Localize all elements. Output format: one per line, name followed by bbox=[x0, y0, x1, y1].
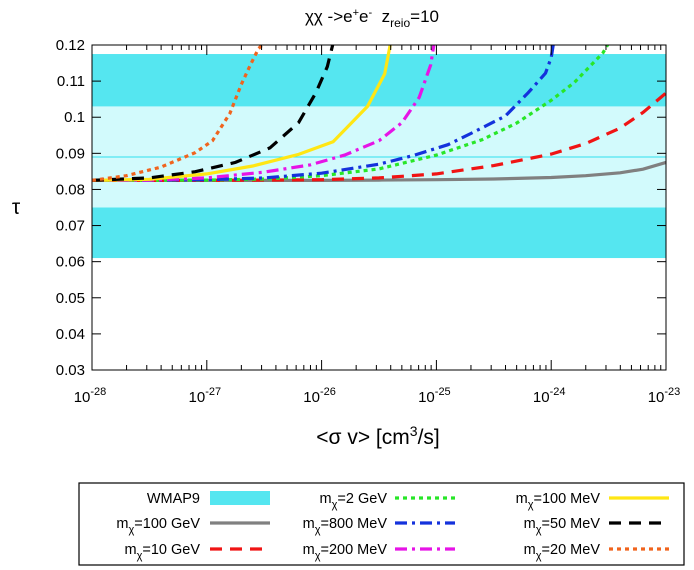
x-tick-label: 10-24 bbox=[533, 386, 566, 406]
plot-lines bbox=[92, 45, 666, 182]
series-line-5 bbox=[92, 45, 392, 182]
y-tick-label: 0.06 bbox=[56, 254, 85, 271]
series-line-6 bbox=[92, 45, 335, 182]
y-tick-label: 0.03 bbox=[56, 362, 85, 379]
plot-ticks: 0.03 0.04 0.05 0.06 0.07 0.08 0.09 0.1 0.11 0.12 1… bbox=[56, 37, 681, 406]
series-line-2 bbox=[92, 45, 610, 182]
legend-label: mχ=200 MeV bbox=[303, 542, 388, 562]
series-line-4 bbox=[92, 45, 436, 182]
plot-frame bbox=[91, 44, 667, 371]
legend-label: mχ=100 MeV bbox=[516, 491, 601, 511]
series-line-1 bbox=[92, 91, 666, 182]
y-tick-label: 0.12 bbox=[56, 37, 85, 54]
y-tick-label: 0.09 bbox=[56, 145, 85, 162]
series-line-3 bbox=[92, 45, 555, 182]
legend-label: mχ=10 GeV bbox=[124, 542, 200, 562]
legend-box bbox=[78, 482, 685, 566]
legend-label: mχ=50 MeV bbox=[524, 516, 601, 536]
y-tick-label: 0.05 bbox=[56, 290, 85, 307]
y-tick-label: 0.08 bbox=[56, 181, 85, 198]
y-axis-label: τ bbox=[12, 196, 21, 219]
x-tick-label: 10-23 bbox=[648, 386, 681, 406]
y-tick-label: 0.04 bbox=[56, 326, 85, 343]
y-tick-label: 0.11 bbox=[57, 73, 85, 90]
plot-border bbox=[91, 44, 667, 371]
series-line-7 bbox=[92, 45, 265, 182]
y-tick-label: 0.07 bbox=[56, 218, 85, 235]
legend-label: mχ=800 MeV bbox=[303, 516, 388, 536]
chart-title: χχ ->e+e- zreio=10 bbox=[305, 7, 439, 30]
x-tick-label: 10-27 bbox=[189, 386, 222, 406]
legend-sample-wmap9 bbox=[210, 491, 270, 505]
x-axis-label: <σ v> [cm3/s] bbox=[316, 423, 439, 449]
x-tick-label: 10-25 bbox=[418, 386, 451, 406]
legend-label: mχ=100 GeV bbox=[116, 516, 200, 536]
legend-label: mχ=20 MeV bbox=[524, 542, 601, 562]
legend-label: WMAP9 bbox=[147, 491, 200, 507]
legend-label: mχ=2 GeV bbox=[320, 491, 388, 511]
legend: WMAP9 mχ=100 GeV mχ=10 GeV mχ=2 GeV mχ=800 M… bbox=[78, 482, 685, 566]
x-tick-label: 10-28 bbox=[74, 386, 107, 406]
x-tick-label: 10-26 bbox=[303, 386, 336, 406]
y-tick-label: 0.1 bbox=[64, 109, 85, 126]
